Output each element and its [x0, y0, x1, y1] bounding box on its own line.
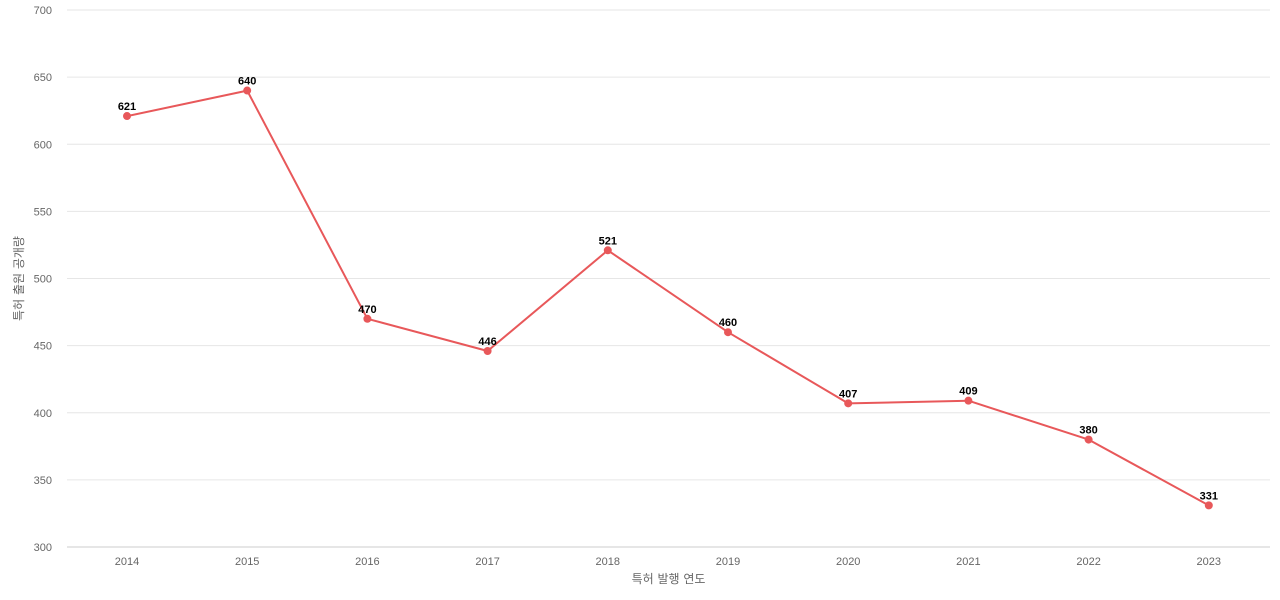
y-tick-label: 450: [34, 341, 52, 353]
data-point: [123, 112, 131, 121]
data-point: [243, 86, 252, 95]
y-tick-label: 700: [34, 5, 52, 17]
y-tick-label: 600: [34, 139, 52, 151]
y-tick-label: 500: [34, 274, 52, 286]
x-tick-label: 2020: [836, 556, 860, 568]
x-axis-title: 특허 발행 연도: [632, 571, 706, 586]
series-layer: [123, 86, 1213, 510]
data-label: 446: [478, 336, 496, 348]
x-tick-label: 2022: [1076, 556, 1100, 568]
data-label: 470: [358, 304, 376, 316]
y-tick-label: 350: [34, 475, 52, 487]
data-label: 331: [1200, 490, 1218, 502]
y-tick-label: 650: [34, 72, 52, 84]
data-label: 409: [959, 386, 977, 398]
data-point: [1204, 501, 1213, 510]
data-label: 380: [1079, 425, 1097, 437]
data-label: 460: [719, 317, 737, 329]
data-point: [603, 246, 612, 255]
data-label: 640: [238, 76, 256, 88]
x-tick-label: 2016: [355, 556, 379, 568]
data-labels: 621 640 470 446 521 460 407 409 380 331: [118, 76, 1218, 503]
y-tick-label: 550: [34, 206, 52, 218]
x-tick-label: 2017: [475, 556, 499, 568]
data-point: [363, 314, 372, 323]
data-point: [724, 328, 732, 337]
x-axis-ticks: 2014 2015 2016 2017 2018 2019 2020 2021 2022 2023: [115, 556, 1221, 568]
series-line: [126, 89, 1210, 507]
x-tick-label: 2014: [115, 556, 139, 568]
y-tick-label: 300: [34, 542, 52, 554]
x-tick-label: 2019: [716, 556, 740, 568]
data-label: 407: [839, 388, 857, 400]
y-tick-label: 400: [34, 408, 52, 420]
data-point: [964, 396, 973, 405]
x-tick-label: 2021: [956, 556, 980, 568]
x-tick-label: 2015: [235, 556, 259, 568]
x-tick-label: 2018: [596, 556, 620, 568]
x-tick-label: 2023: [1197, 556, 1221, 568]
data-label: 621: [118, 101, 136, 113]
grid-lines: [67, 9, 1270, 481]
data-point: [483, 346, 492, 355]
data-point: [844, 399, 853, 408]
data-point: [1084, 435, 1093, 444]
y-axis-ticks: 300 350 400 450 500 550 600 650 700: [34, 5, 52, 554]
data-label: 521: [599, 235, 617, 247]
y-axis-title: 특허 출원 공개량: [12, 236, 26, 321]
